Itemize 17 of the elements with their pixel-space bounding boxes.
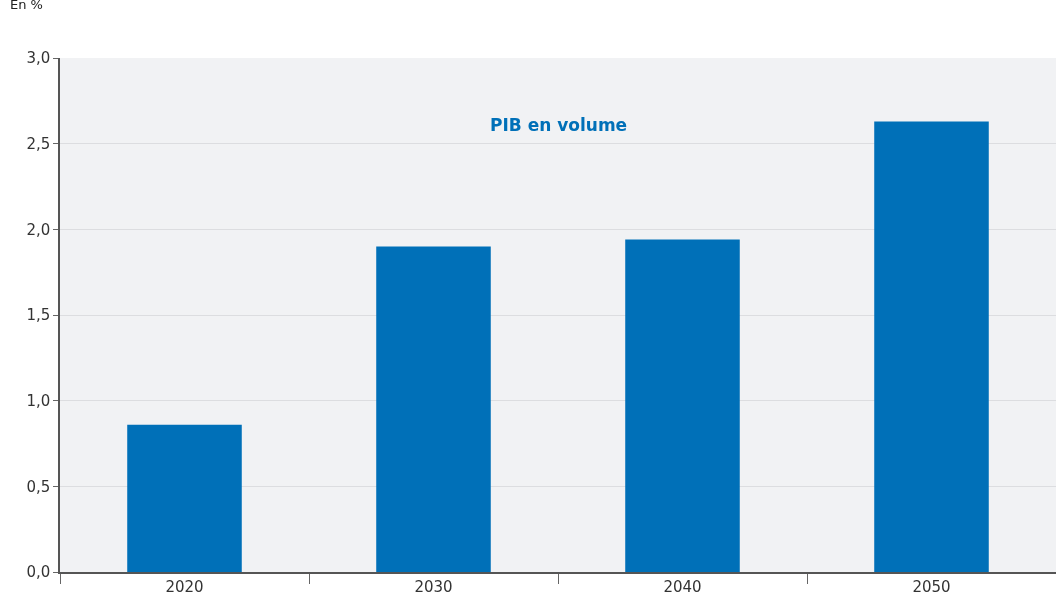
x-tick-label: 2030 bbox=[414, 577, 453, 596]
y-tick-label: 1,5 bbox=[26, 306, 51, 325]
y-tick-label: 2,0 bbox=[26, 220, 51, 239]
bar bbox=[376, 246, 491, 572]
y-tick-label: 0,0 bbox=[26, 563, 51, 582]
y-tick-label: 2,5 bbox=[26, 134, 51, 153]
bar bbox=[874, 121, 989, 572]
y-tick-label: 3,0 bbox=[26, 49, 51, 68]
x-tick-label: 2050 bbox=[912, 577, 951, 596]
x-tick-label: 2040 bbox=[663, 577, 702, 596]
bar bbox=[127, 424, 242, 572]
bar bbox=[625, 239, 740, 572]
y-axis-title: En % bbox=[10, 0, 43, 12]
x-tick-label: 2020 bbox=[165, 577, 204, 596]
text: PIB en volume bbox=[490, 115, 628, 135]
y-tick-label: 0,5 bbox=[26, 477, 51, 496]
y-tick-label: 1,0 bbox=[26, 391, 51, 410]
